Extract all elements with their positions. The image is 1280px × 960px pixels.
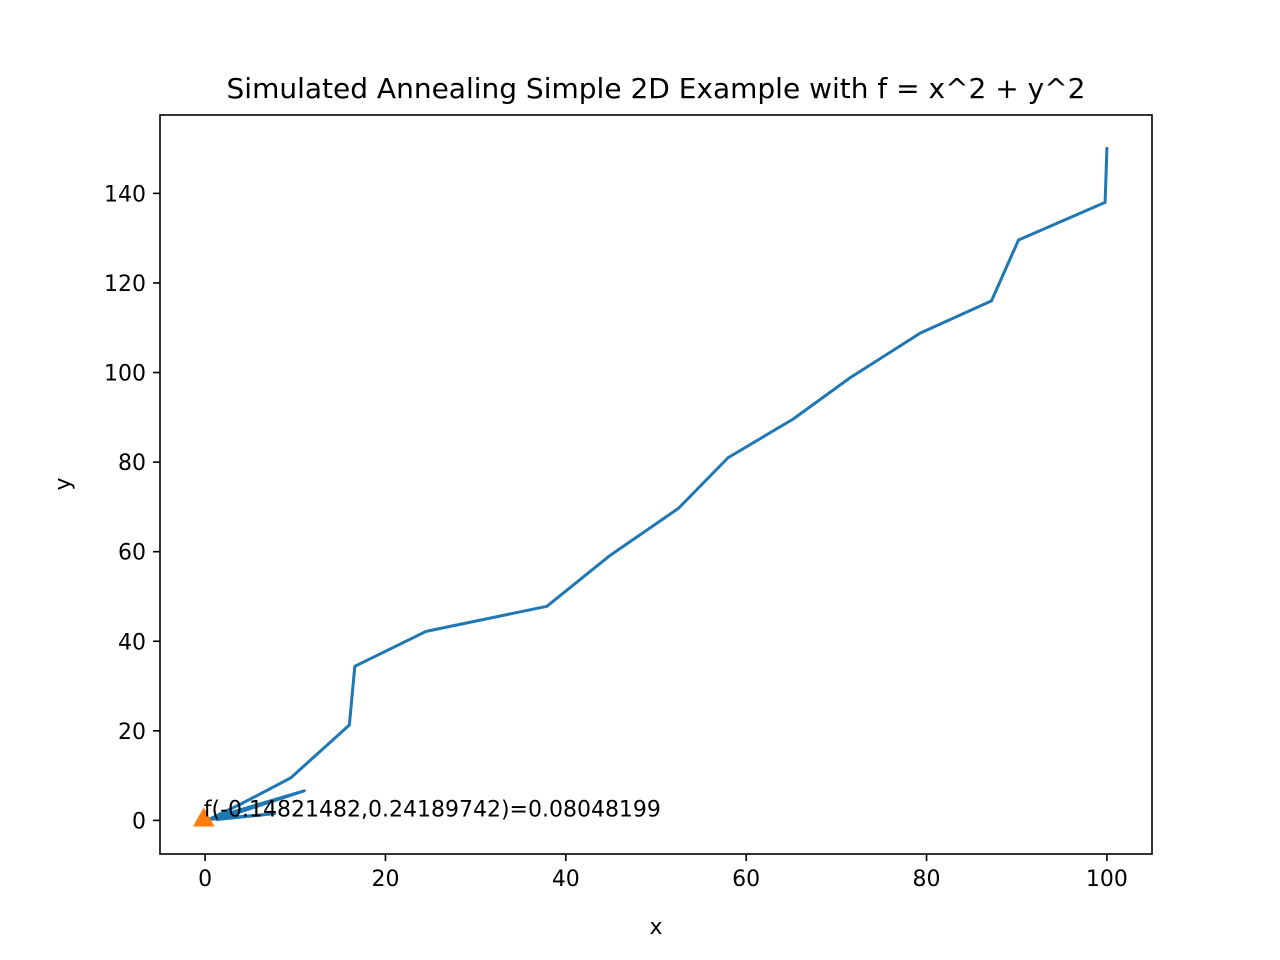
annotation-label: f(-0.14821482,0.24189742)=0.08048199: [204, 797, 661, 822]
y-tick-label-5: 100: [104, 362, 146, 387]
x-tick-label-1: 20: [371, 867, 399, 892]
y-tick-label-0: 0: [132, 809, 146, 834]
y-tick-label-4: 80: [118, 451, 146, 476]
x-tick-label-0: 0: [198, 867, 212, 892]
y-tick-label-7: 140: [104, 182, 146, 207]
y-tick-label-2: 40: [118, 630, 146, 655]
y-tick-label-6: 120: [104, 272, 146, 297]
chart-title: Simulated Annealing Simple 2D Example wi…: [227, 72, 1086, 105]
x-axis-label: x: [649, 915, 662, 940]
y-axis-label: y: [51, 477, 76, 490]
x-tick-label-3: 60: [732, 867, 760, 892]
y-tick-label-1: 20: [118, 720, 146, 745]
best-point-marker: [192, 807, 215, 827]
y-tick-label-3: 60: [118, 541, 146, 566]
x-tick-label-4: 80: [913, 867, 941, 892]
x-tick-label-5: 100: [1086, 867, 1128, 892]
plot-area: f(-0.14821482,0.24189742)=0.08048199 0 20 4…: [104, 114, 1153, 892]
axes-frame: [159, 114, 1153, 855]
x-tick-label-2: 40: [552, 867, 580, 892]
series-line-0: [202, 147, 1109, 822]
